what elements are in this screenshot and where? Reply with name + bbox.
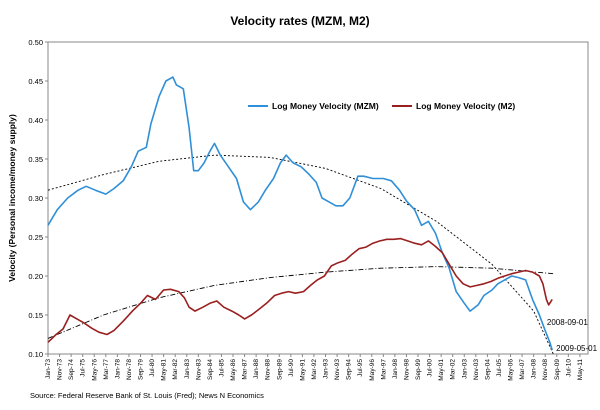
x-tick-label: May-01 — [438, 359, 445, 381]
x-axis: Jan-73 Nov-73 Sep-74 Jul-75 May-76 Mar-77 Jan-… — [45, 354, 584, 381]
y-axis: 0.10 0.15 0.20 0.25 0.30 0.35 0.40 0.45 0.50 — [28, 38, 48, 359]
x-tick-label: Jan-98 — [392, 359, 399, 379]
x-tick-label: Sep-84 — [207, 359, 214, 380]
x-tick-label: Sep-04 — [484, 359, 491, 380]
x-tick-label: May-76 — [91, 359, 98, 381]
annotation-date: 2008-09-01 — [547, 318, 588, 327]
x-tick-label: Jan-03 — [461, 359, 468, 379]
x-tick-label: Jan-83 — [184, 359, 191, 379]
x-tick-label: Mar-97 — [380, 359, 387, 380]
x-tick-label: Sep-94 — [346, 359, 353, 380]
x-tick-label: May-86 — [230, 359, 237, 381]
y-tick-label: 0.15 — [28, 311, 43, 320]
legend: Log Money Velocity (MZM) Log Money Veloci… — [248, 101, 515, 111]
x-tick-label: May-11 — [577, 359, 584, 381]
x-tick-label: Nov-98 — [403, 359, 410, 380]
x-tick-label: Nov-93 — [334, 359, 341, 380]
x-tick-label: Nov-03 — [473, 359, 480, 380]
legend-entry: Log Money Velocity (MZM) — [272, 101, 379, 111]
x-tick-label: Jul-05 — [496, 359, 503, 377]
y-tick-label: 0.35 — [28, 155, 43, 164]
plot-area — [47, 41, 589, 355]
x-tick-label: May-06 — [508, 359, 515, 381]
x-tick-label: Sep-99 — [415, 359, 422, 380]
y-tick-label: 0.25 — [28, 233, 43, 242]
trendline-dash-dot — [47, 266, 554, 339]
x-tick-label: Sep-09 — [554, 359, 561, 380]
x-tick-label: Jul-75 — [80, 359, 87, 377]
y-tick-label: 0.10 — [28, 350, 43, 359]
y-tick-label: 0.40 — [28, 116, 43, 125]
x-tick-label: Nov-88 — [265, 359, 272, 380]
trendline-dotted — [47, 154, 554, 355]
x-tick-label: May-91 — [299, 359, 306, 381]
y-tick-label: 0.20 — [28, 272, 43, 281]
x-tick-label: Sep-74 — [68, 359, 75, 380]
x-tick-label: Jan-93 — [323, 359, 330, 379]
x-tick-label: Jul-80 — [149, 359, 156, 377]
x-tick-label: May-81 — [161, 359, 168, 381]
x-tick-label: Sep-89 — [276, 359, 283, 380]
x-tick-label: Nov-78 — [126, 359, 133, 380]
trendlines — [47, 154, 554, 355]
y-tick-label: 0.30 — [28, 194, 43, 203]
series-line-m2 — [47, 237, 553, 343]
x-tick-label: Jul-85 — [218, 359, 225, 377]
x-tick-label: Jan-08 — [531, 359, 538, 379]
x-tick-label: Nov-83 — [195, 359, 202, 380]
x-tick-label: Mar-87 — [242, 359, 249, 380]
annotation-date: 2009-05-01 — [556, 344, 597, 353]
x-tick-label: Jul-10 — [565, 359, 572, 377]
x-tick-label: Jul-90 — [288, 359, 295, 377]
x-tick-label: Mar-92 — [311, 359, 318, 380]
x-tick-label: Mar-82 — [172, 359, 179, 380]
y-tick-label: 0.45 — [28, 77, 43, 86]
chart-title: Velocity rates (MZM, M2) — [230, 14, 369, 28]
series-lines — [47, 76, 553, 351]
legend-entry: Log Money Velocity (M2) — [416, 101, 515, 111]
x-tick-label: Mar-07 — [519, 359, 526, 380]
x-tick-label: May-96 — [369, 359, 376, 381]
x-tick-label: Nov-73 — [57, 359, 64, 380]
source-note: Source: Federal Reserve Bank of St. Loui… — [30, 391, 264, 400]
x-tick-label: Jul-95 — [357, 359, 364, 377]
x-tick-label: Jan-88 — [253, 359, 260, 379]
x-tick-label: Sep-79 — [138, 359, 145, 380]
x-tick-label: Jul-00 — [427, 359, 434, 377]
y-tick-label: 0.50 — [28, 38, 43, 47]
x-tick-label: Mar-77 — [103, 359, 110, 380]
x-tick-label: Mar-02 — [450, 359, 457, 380]
series-line-mzm — [47, 76, 553, 351]
x-tick-label: Jan-78 — [114, 359, 121, 379]
annotations: 2008-09-01 2009-05-01 — [547, 318, 598, 353]
x-tick-label: Nov-08 — [542, 359, 549, 380]
x-tick-label: Jan-73 — [45, 359, 52, 379]
y-axis-label: Velocity (Personal income/money supply) — [7, 114, 17, 282]
